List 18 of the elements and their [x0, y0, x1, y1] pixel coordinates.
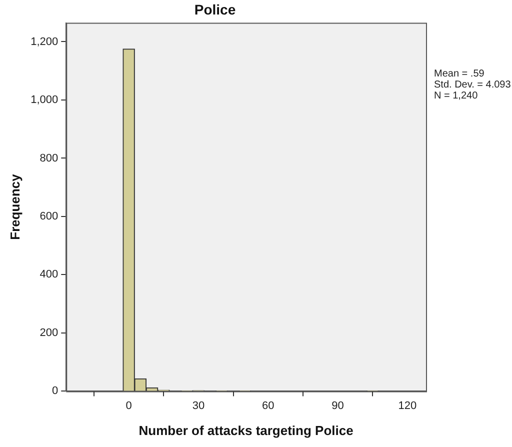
y-axis-title: Frequency: [7, 173, 22, 240]
text: Mean = .59: [434, 68, 485, 80]
text: N = 1,240: [434, 90, 478, 102]
x-tick-label: 30: [192, 400, 205, 412]
x-tick-label: 120: [398, 400, 417, 412]
y-tick-label: 600: [40, 210, 58, 222]
y-tick-label: 1,000: [30, 94, 58, 106]
x-tick-label: 90: [332, 400, 344, 412]
y-tick-label: 0: [52, 385, 58, 398]
y-tick-label: 400: [40, 268, 58, 281]
chart-title: Police: [194, 1, 236, 18]
x-axis-title: Number of attacks targeting Police: [138, 422, 354, 438]
x-tick-label: 60: [262, 400, 274, 412]
y-tick-label: 1,200: [30, 36, 58, 48]
y-tick-label: 800: [40, 152, 58, 164]
text: Std. Dev. = 4.093: [434, 80, 512, 91]
x-tick-label: 0: [126, 400, 132, 412]
y-tick-label: 200: [40, 326, 58, 339]
